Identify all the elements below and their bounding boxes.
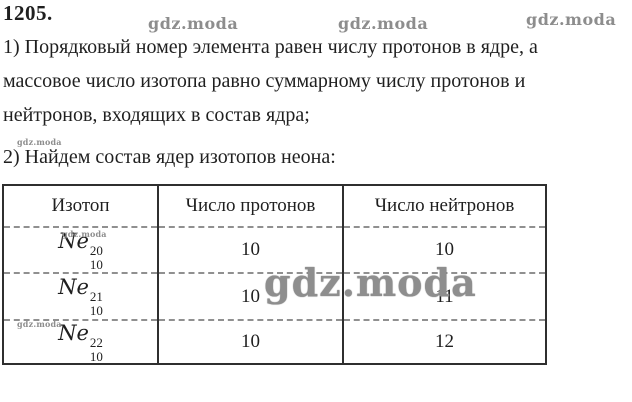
- neutrons-cell: 11: [342, 273, 547, 321]
- solution-line-4: 2) Найдем состав ядер изотопов неона:: [3, 146, 336, 168]
- table-header-row: Изотоп Число протонов Число нейтронов: [2, 185, 547, 228]
- watermark-text: gdz.moda: [17, 137, 62, 147]
- watermark-text: gdz.moda: [526, 10, 617, 29]
- column-header-protons: Число протонов: [157, 185, 344, 228]
- protons-cell: 10: [157, 273, 344, 321]
- column-header-neutrons: Число нейтронов: [342, 185, 547, 228]
- solution-line-1: 1) Порядковый номер элемента равен числу…: [3, 36, 538, 58]
- isotope-symbol-ne21: Ne 21 10: [58, 275, 103, 317]
- element-symbol: Ne: [58, 228, 89, 253]
- watermark-text: gdz.moda: [62, 229, 107, 239]
- isotope-symbol-ne22: Ne 22 10: [58, 321, 103, 363]
- table-row: Ne 20 10 10 10: [2, 227, 547, 274]
- protons-cell: 10: [157, 320, 344, 365]
- charge-number: 10: [89, 303, 103, 318]
- element-symbol: Ne: [58, 321, 89, 345]
- mass-number: 20: [89, 242, 103, 258]
- watermark-text: gdz.moda: [264, 260, 477, 305]
- column-header-isotope: Изотоп: [2, 185, 159, 228]
- problem-number: 1205.: [3, 1, 53, 25]
- isotope-symbol-ne20: Ne 20 10: [58, 228, 103, 271]
- watermark-text: gdz.moda: [148, 14, 239, 33]
- isotope-cell: Ne 21 10: [2, 273, 159, 321]
- table-row: Ne 21 10 10 11: [2, 273, 547, 321]
- charge-number: 10: [89, 348, 103, 364]
- element-symbol: Ne: [58, 275, 89, 300]
- solution-line-2: массовое число изотопа равно суммарному …: [3, 70, 526, 92]
- watermark-text: gdz.moda: [338, 14, 429, 33]
- protons-cell: 10: [157, 227, 344, 274]
- table-row: Ne 22 10 10 12: [2, 320, 547, 365]
- charge-number: 10: [89, 256, 103, 272]
- isotope-table: Изотоп Число протонов Число нейтронов Ne…: [2, 184, 547, 366]
- neutrons-cell: 10: [342, 227, 547, 274]
- mass-number: 22: [89, 335, 103, 350]
- watermark-text: gdz.moda: [17, 319, 62, 329]
- solution-line-3: нейтронов, входящих в состав ядра;: [3, 104, 310, 126]
- isotope-cell: Ne 22 10: [2, 320, 159, 365]
- neutrons-cell: 12: [342, 320, 547, 365]
- mass-number: 21: [89, 289, 103, 305]
- isotope-cell: Ne 20 10: [2, 227, 159, 274]
